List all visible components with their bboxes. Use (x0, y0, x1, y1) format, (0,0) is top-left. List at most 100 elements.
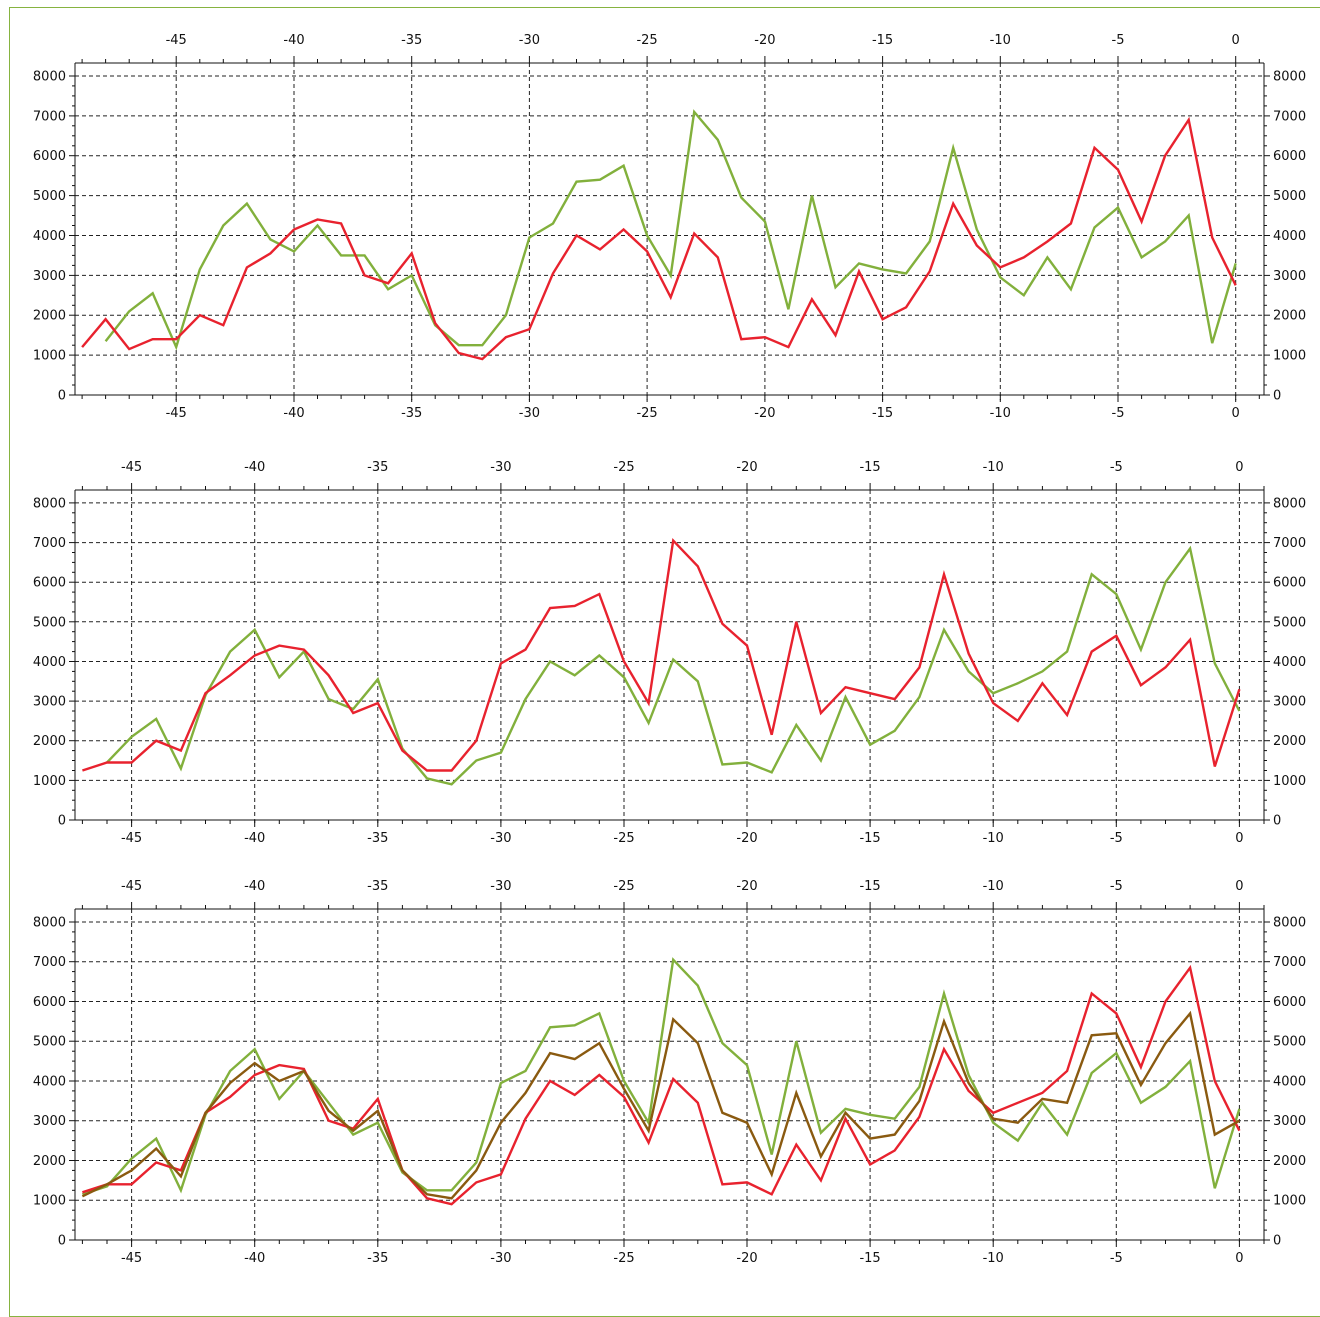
x-tick-label-top: 0 (1235, 879, 1243, 894)
y-tick-label-right: 7000 (1273, 955, 1306, 970)
y-tick-label-right: 1000 (1273, 1194, 1306, 1209)
x-tick-label-top: -30 (490, 879, 511, 894)
y-tick-label: 4000 (33, 229, 66, 244)
series-line-2 (81, 116, 1237, 361)
x-tick-label: -15 (872, 406, 893, 421)
y-tick-label-right: 5000 (1273, 615, 1306, 630)
x-tick-label: -15 (859, 831, 880, 846)
y-tick-label-right: 4000 (1273, 1075, 1306, 1090)
x-tick-label: -25 (636, 406, 657, 421)
y-tick-label: 5000 (33, 1035, 66, 1050)
x-tick-label-top: -15 (872, 33, 893, 48)
x-tick-label-top: -40 (244, 460, 265, 475)
y-tick-label: 4000 (33, 655, 66, 670)
y-tick-label-right: 1000 (1273, 349, 1306, 364)
y-tick-label: 8000 (33, 70, 66, 85)
series-line-1 (82, 957, 1241, 1196)
y-tick-label-right: 8000 (1273, 70, 1306, 85)
y-tick-label-right: 4000 (1273, 229, 1306, 244)
y-tick-label-right: 3000 (1273, 269, 1306, 284)
y-tick-label: 6000 (33, 995, 66, 1010)
y-tick-label-right: 4000 (1273, 655, 1306, 670)
x-tick-label: -10 (990, 406, 1011, 421)
y-tick-label: 7000 (33, 109, 66, 124)
y-tick-label: 3000 (33, 695, 66, 710)
x-tick-label-top: 0 (1235, 460, 1243, 475)
y-tick-label: 7000 (33, 536, 66, 551)
x-tick-label: -30 (490, 1251, 511, 1266)
x-tick-label: -40 (283, 406, 304, 421)
x-tick-label-top: -25 (613, 460, 634, 475)
x-tick-label-top: -30 (519, 33, 540, 48)
y-tick-label: 5000 (33, 189, 66, 204)
chart-panel-3: -45 -45 -40 -40 -35 -35 -30 -30 -25 -25 -20 -20 -15 -… (33, 879, 1306, 1266)
x-tick-label-top: -30 (490, 460, 511, 475)
x-tick-label: -20 (736, 831, 757, 846)
x-tick-label: -20 (754, 406, 775, 421)
y-tick-label: 2000 (33, 1154, 66, 1169)
y-tick-label-right: 5000 (1273, 189, 1306, 204)
y-tick-label: 2000 (33, 309, 66, 324)
y-tick-label: 6000 (33, 576, 66, 591)
x-tick-label-top: -5 (1110, 879, 1123, 894)
x-tick-label: 0 (1232, 406, 1240, 421)
y-tick-label: 0 (58, 814, 66, 829)
x-tick-label: -5 (1112, 406, 1125, 421)
x-tick-label-top: -35 (367, 879, 388, 894)
x-tick-label-top: -35 (401, 33, 422, 48)
y-tick-label: 1000 (33, 1194, 66, 1209)
x-tick-label-top: -45 (121, 879, 142, 894)
y-tick-label-right: 6000 (1273, 576, 1306, 591)
x-tick-label: -25 (613, 831, 634, 846)
y-tick-label-right: 3000 (1273, 695, 1306, 710)
y-tick-label-right: 2000 (1273, 1154, 1306, 1169)
x-tick-label: -25 (613, 1251, 634, 1266)
x-tick-label: -35 (367, 1251, 388, 1266)
x-tick-label: -10 (983, 1251, 1004, 1266)
x-tick-label: -45 (121, 831, 142, 846)
x-tick-label-top: -40 (283, 33, 304, 48)
x-tick-label-top: 0 (1232, 33, 1240, 48)
y-tick-label-right: 7000 (1273, 109, 1306, 124)
x-tick-label: -30 (490, 831, 511, 846)
y-tick-label-right: 6000 (1273, 149, 1306, 164)
x-tick-label-top: -15 (859, 879, 880, 894)
x-tick-label-top: -45 (166, 33, 187, 48)
x-tick-label-top: -5 (1110, 460, 1123, 475)
x-tick-label-top: -40 (244, 879, 265, 894)
y-tick-label-right: 8000 (1273, 916, 1306, 931)
x-tick-label-top: -5 (1112, 33, 1125, 48)
y-tick-label: 6000 (33, 149, 66, 164)
series-line-3 (81, 1010, 1240, 1200)
x-tick-label: -40 (244, 831, 265, 846)
chart-panel-2: -45 -45 -40 -40 -35 -35 -30 -30 -25 -25 -20 -20 -15 -… (33, 460, 1306, 846)
x-tick-label: 0 (1235, 831, 1243, 846)
x-tick-label: -15 (859, 1251, 880, 1266)
x-tick-label: -35 (401, 406, 422, 421)
y-tick-label: 8000 (33, 496, 66, 511)
series-line-1 (106, 545, 1241, 786)
series-line-2 (82, 964, 1241, 1206)
y-tick-label-right: 2000 (1273, 309, 1306, 324)
y-tick-label: 0 (58, 1234, 66, 1249)
x-tick-label-top: -20 (754, 33, 775, 48)
series-line-2 (82, 538, 1241, 772)
y-tick-label-right: 5000 (1273, 1035, 1306, 1050)
x-tick-label-top: -20 (736, 460, 757, 475)
x-tick-label-top: -35 (367, 460, 388, 475)
x-tick-label: -10 (983, 831, 1004, 846)
y-tick-label: 4000 (33, 1075, 66, 1090)
y-tick-label-right: 7000 (1273, 536, 1306, 551)
y-tick-label: 0 (58, 389, 66, 404)
x-tick-label-top: -45 (121, 460, 142, 475)
x-tick-label-top: -20 (736, 879, 757, 894)
x-tick-label-top: -25 (613, 879, 634, 894)
y-tick-label: 1000 (33, 349, 66, 364)
x-tick-label: -45 (121, 1251, 142, 1266)
x-tick-label-top: -10 (983, 879, 1004, 894)
x-tick-label-top: -15 (859, 460, 880, 475)
y-tick-label-right: 2000 (1273, 734, 1306, 749)
y-tick-label-right: 3000 (1273, 1114, 1306, 1129)
y-tick-label-right: 0 (1273, 389, 1281, 404)
